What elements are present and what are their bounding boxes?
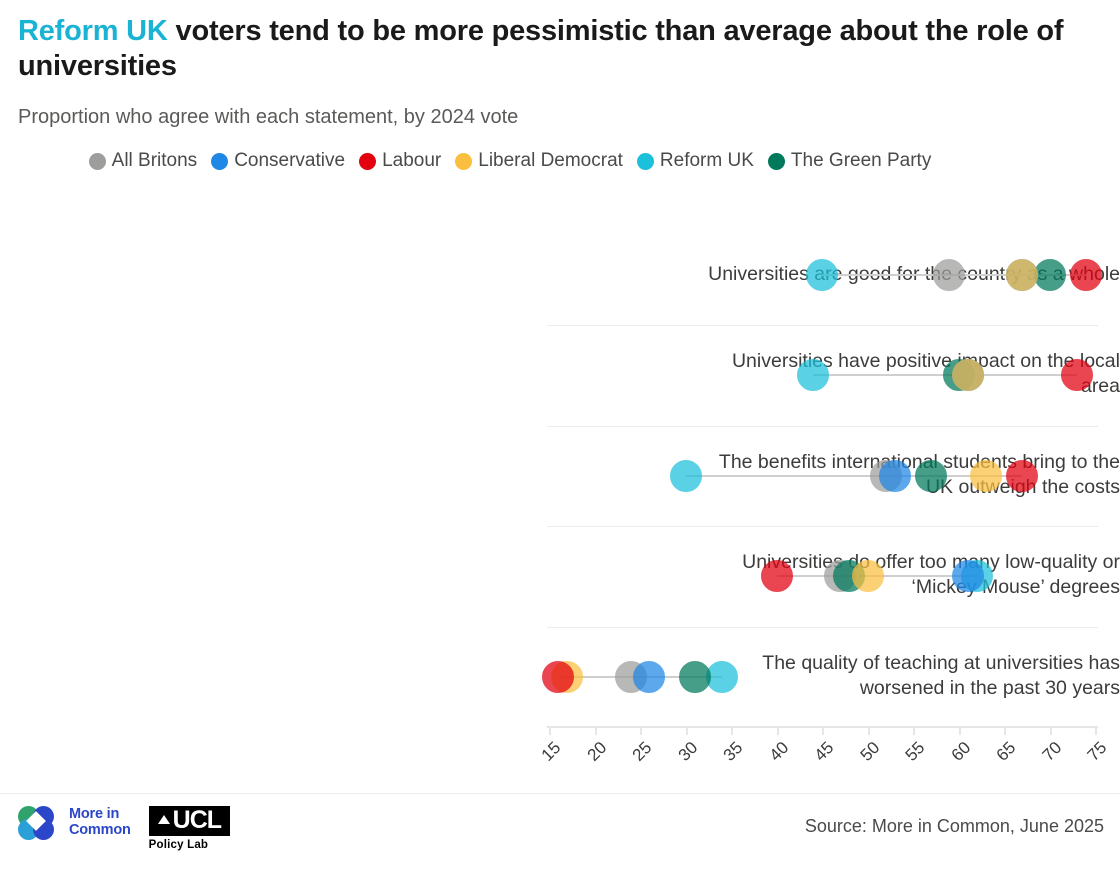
data-point-labour[interactable] [542,661,575,693]
chart-legend: All Britons Conservative Labour Liberal Dem… [0,150,1020,172]
data-point-reform-uk[interactable] [705,661,738,693]
legend-swatch-icon [767,152,785,170]
footer-divider [0,793,1120,794]
x-axis-tick [1004,726,1006,735]
data-point-reform-uk[interactable] [796,359,829,391]
data-point-the-green-party[interactable] [915,460,948,492]
ucl-policy-lab-logo: UCL Policy Lab [148,806,231,851]
more-in-common-logo: More in Common [18,806,131,840]
x-axis-tick [776,726,779,735]
data-point-liberal-democrat[interactable] [951,359,984,391]
chart-subtitle: Proportion who agree with each statement… [18,106,519,128]
x-axis-tick [913,726,915,735]
ucl-wordmark: UCL [148,806,231,836]
page-title: Reform UK voters tend to be more pessimi… [18,14,1078,83]
data-point-liberal-democrat[interactable] [969,460,1002,492]
data-point-labour[interactable] [1060,359,1093,391]
legend-item-liberal-democrat[interactable]: Liberal Democrat [455,150,623,172]
row-separator [547,526,1098,527]
row-connector-line [685,475,1023,477]
data-point-conservative[interactable] [633,661,666,693]
legend-label: Reform UK [659,150,754,171]
legend-label: Liberal Democrat [478,150,623,171]
more-in-common-mark-icon [18,806,60,840]
data-point-labour[interactable] [1069,259,1102,291]
legend-label: Conservative [234,150,346,171]
data-point-conservative[interactable] [878,460,911,492]
data-point-the-green-party[interactable] [678,661,711,693]
legend-item-all-britons[interactable]: All Britons [88,150,198,172]
ucl-triangle-icon [157,815,170,824]
more-in-common-wordmark: More in Common [69,807,131,838]
x-axis-tick [549,726,551,735]
mic-line1: More in [69,806,120,823]
data-point-liberal-democrat[interactable] [1006,259,1039,291]
legend-swatch-icon [636,152,654,170]
title-rest: voters tend to be more pessimistic than … [18,15,1064,82]
row-separator [547,325,1098,326]
title-highlight: Reform UK [18,15,168,47]
legend-swatch-icon [359,152,377,170]
x-axis-tick [867,726,870,735]
ucl-policy-lab-label: Policy Lab [148,839,209,851]
row-separator [547,627,1098,628]
ucl-text: UCL [172,806,222,834]
legend-label: Labour [382,150,442,171]
data-point-labour[interactable] [760,560,793,592]
x-axis-tick [958,726,961,735]
legend-swatch-icon [88,152,106,170]
data-point-reform-uk[interactable] [806,259,838,291]
x-axis-tick [640,726,642,735]
x-axis-tick [822,726,824,735]
x-axis-tick [1095,726,1097,735]
x-axis-tick [1049,726,1052,735]
data-point-liberal-democrat[interactable] [851,560,884,592]
row-separator [547,426,1098,427]
data-point-the-green-party[interactable] [1033,259,1066,291]
legend-item-labour[interactable]: Labour [359,150,441,172]
legend-item-reform-uk[interactable]: Reform UK [636,150,754,172]
legend-label: All Britons [111,150,198,171]
legend-swatch-icon [455,152,473,170]
data-point-labour[interactable] [1006,460,1039,492]
data-point-conservative[interactable] [951,560,984,592]
legend-swatch-icon [211,152,229,170]
mic-line2: Common [69,822,131,838]
category-label: The quality of teaching at universities … [762,652,1120,699]
x-axis-tick [731,726,733,735]
footer-logos: More in Common UCL Policy Lab [18,806,231,851]
source-note: Source: More in Common, June 2025 [804,816,1104,836]
legend-item-the-green-party[interactable]: The Green Party [767,150,932,172]
legend-item-conservative[interactable]: Conservative [211,150,345,172]
x-axis-tick [594,726,597,735]
legend-label: The Green Party [790,150,932,171]
data-point-all-britons[interactable] [933,259,966,291]
x-axis-tick [685,726,688,735]
data-point-reform-uk[interactable] [669,460,702,492]
